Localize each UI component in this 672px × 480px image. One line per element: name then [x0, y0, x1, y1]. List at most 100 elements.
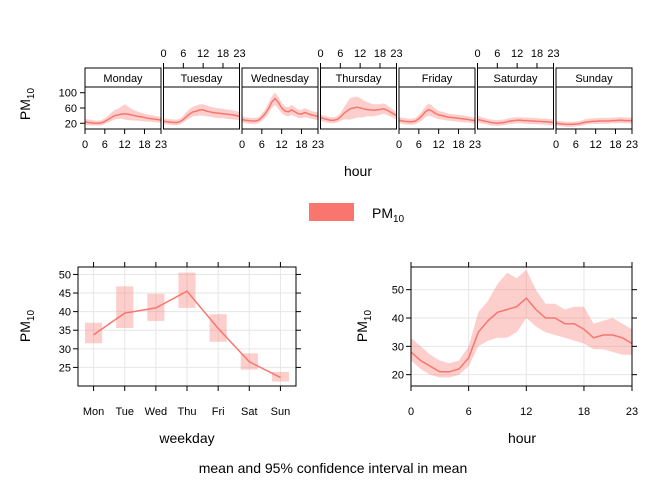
weekday-ci-box: [178, 272, 196, 308]
weekday-x-axis-label: weekday: [158, 430, 214, 446]
hour-y-axis-label: PM10: [354, 310, 374, 343]
facet-x-tick-label: 6: [416, 139, 422, 151]
facet-x-tick-label: 12: [590, 139, 602, 151]
facet-x-tick-label: 12: [433, 139, 445, 151]
weekday-y-tick-label: 25: [59, 362, 71, 374]
facet-x-tick-label: 0: [160, 48, 166, 60]
hour-y-tick-label: 50: [392, 285, 404, 297]
facet-strip-label: Saturday: [493, 73, 538, 85]
hour-panel-border: [410, 266, 633, 387]
facet-x-tick-label: 23: [312, 139, 324, 151]
facet-x-tick-label: 0: [553, 139, 559, 151]
facet-x-tick-label: 6: [573, 139, 579, 151]
facet-mean-line: [398, 108, 476, 123]
facet-x-tick-label: 23: [233, 48, 245, 60]
facet-ci-band: [242, 92, 318, 124]
facet-y-tick-label: 100: [59, 88, 77, 100]
weekday-y-tick-label: 40: [59, 307, 71, 319]
facet-x-tick-label: 18: [452, 139, 464, 151]
caption: mean and 95% confidence interval in mean: [199, 460, 468, 476]
facet-panel-border: [163, 67, 240, 130]
facet-x-tick-label: 6: [180, 48, 186, 60]
legend-swatch: [309, 203, 354, 221]
hour-y-tick-label: 20: [392, 370, 404, 382]
facet-x-tick-label: 12: [276, 139, 288, 151]
facet-strip-label: Monday: [103, 73, 143, 85]
facet-x-tick-label: 6: [102, 139, 108, 151]
facet-x-tick-label: 18: [531, 48, 543, 60]
facet-x-tick-label: 0: [474, 48, 480, 60]
weekday-y-tick-label: 35: [59, 325, 71, 337]
weekday-x-tick-label: Fri: [212, 406, 225, 418]
facet-strip-label: Thursday: [336, 73, 382, 85]
facet-x-tick-label: 6: [259, 139, 265, 151]
hour-chart: 20 30 40 50 0 6 12 18 23: [392, 262, 638, 418]
weekday-x-tick-label: Thu: [178, 406, 197, 418]
facet-x-tick-label: 12: [197, 48, 209, 60]
facet-ci-band: [320, 96, 397, 124]
hour-x-tick-label: 0: [408, 406, 414, 418]
weekday-y-tick-label: 50: [59, 269, 71, 281]
facet-mean-line: [555, 119, 632, 126]
facet-strip-label: Friday: [422, 73, 453, 85]
facet-x-tick-label: 18: [138, 139, 150, 151]
facet-panel-border: [241, 67, 319, 130]
facet-x-tick-label: 6: [337, 48, 343, 60]
facet-x-tick-label: 0: [317, 48, 323, 60]
facet-y-tick-label: 20: [65, 118, 77, 130]
weekday-x-tick-label: Sat: [241, 406, 258, 418]
facet-panel-border: [398, 67, 476, 130]
facet-x-tick-label: 12: [511, 48, 523, 60]
facet-mean-line: [241, 97, 319, 122]
facet-panel-border: [477, 67, 554, 130]
weekday-ci-box: [85, 322, 103, 344]
hour-y-tick-label: 30: [392, 341, 404, 353]
facet-mean-line: [320, 106, 397, 121]
weekday-y-tick-label: 30: [59, 344, 71, 356]
hour-x-tick-label: 12: [520, 406, 532, 418]
facet-x-tick-label: 18: [609, 139, 621, 151]
weekday-y-axis-label: PM10: [17, 310, 37, 343]
hour-mean-line: [410, 297, 633, 373]
facet-mean-line: [477, 118, 554, 125]
hour-x-tick-label: 23: [626, 406, 638, 418]
facet-strip-label: Sunday: [575, 73, 613, 85]
facet-y-axis-label: PM10: [17, 88, 37, 121]
facet-strip-label: Tuesday: [181, 73, 223, 85]
facet-x-tick-label: 0: [396, 139, 402, 151]
weekday-x-tick-label: Mon: [83, 406, 104, 418]
facet-x-tick-label: 23: [155, 139, 167, 151]
facet-x-tick-label: 12: [354, 48, 366, 60]
weekday-x-tick-label: Sun: [271, 406, 291, 418]
facet-x-axis-label: hour: [344, 163, 372, 179]
facet-mean-line: [84, 112, 162, 125]
hour-y-tick-label: 40: [392, 313, 404, 325]
weekday-x-tick-label: Wed: [145, 406, 167, 418]
facet-x-tick-label: 0: [82, 139, 88, 151]
weekday-x-tick-label: Tue: [115, 406, 134, 418]
legend-label: PM10: [372, 205, 405, 225]
facet-panel-border: [320, 67, 397, 130]
facet-x-tick-label: 23: [547, 48, 559, 60]
facet-panel-border: [555, 67, 633, 130]
facet-x-tick-label: 23: [469, 139, 481, 151]
facet-x-tick-label: 23: [626, 139, 638, 151]
facet-y-tick-label: 60: [65, 103, 77, 115]
hour-x-axis-label: hour: [508, 430, 536, 446]
legend: PM10: [309, 203, 405, 225]
facet-mean-line: [163, 109, 240, 124]
hour-ci-band: [411, 269, 632, 378]
weekday-chart: 25 30 35 40 45 50 Mon Tue Wed Thu Fri Sat Sun: [59, 262, 301, 418]
facet-x-tick-label: 18: [374, 48, 386, 60]
facet-panel-border: [84, 67, 162, 130]
facet-x-tick-label: 0: [239, 139, 245, 151]
weekday-ci-box: [116, 286, 134, 328]
facet-x-tick-label: 12: [119, 139, 131, 151]
facet-strip-label: Wednesday: [251, 73, 309, 85]
facet-chart: Monday 0 6 12 18 23 Tuesday 0 6 12 18 23 Wednesday 0 6…: [59, 48, 638, 151]
hour-x-tick-label: 18: [578, 406, 590, 418]
hour-x-tick-label: 6: [466, 406, 472, 418]
facet-ci-band: [85, 104, 161, 126]
facet-x-tick-label: 18: [295, 139, 307, 151]
